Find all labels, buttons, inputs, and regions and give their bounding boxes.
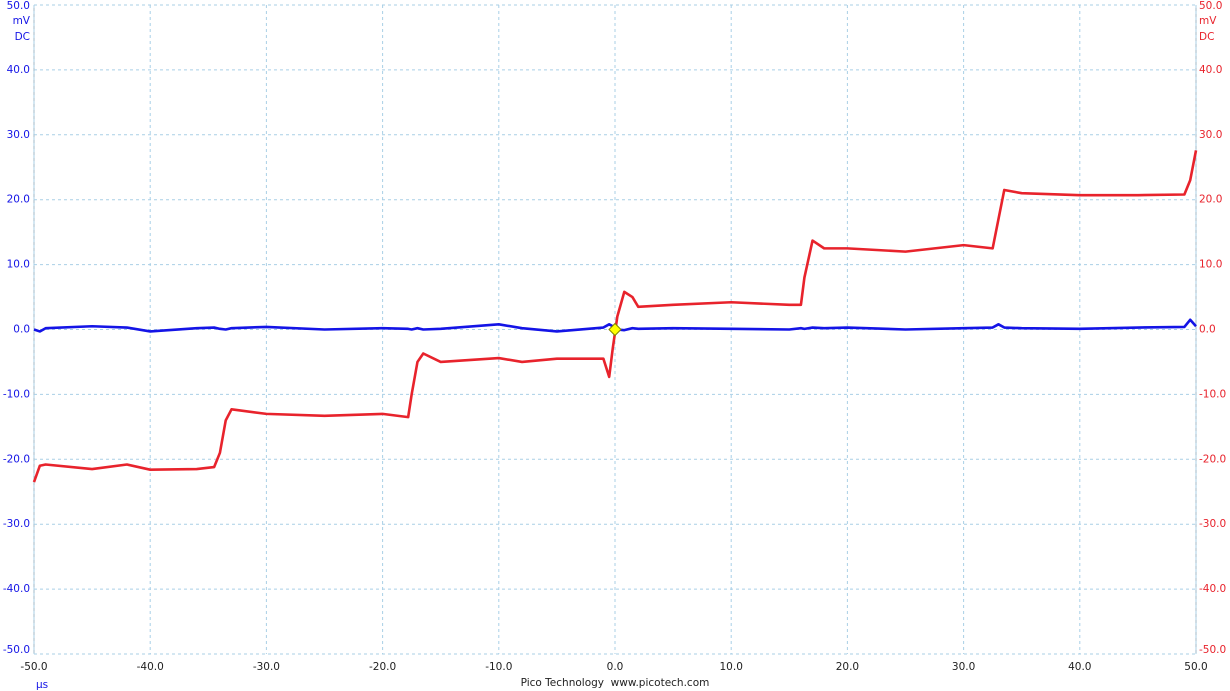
- y-tick-label: 10.0: [7, 259, 30, 271]
- y2-tick-label: -20.0: [1199, 453, 1226, 465]
- x-tick-label: 50.0: [1184, 661, 1207, 673]
- series-line: [33, 318, 1197, 333]
- y2-coupling: DC: [1199, 31, 1214, 43]
- x-tick-label: 10.0: [720, 661, 743, 673]
- y-tick-label: 30.0: [7, 129, 30, 141]
- y-tick-label: 20.0: [7, 194, 30, 206]
- y-tick-label: -20.0: [3, 453, 30, 465]
- x-tick-label: -30.0: [253, 661, 280, 673]
- series-line: [32, 150, 1198, 483]
- x-tick-label: 0.0: [607, 661, 624, 673]
- x-unit: µs: [36, 679, 48, 691]
- trigger-marker: [608, 322, 622, 337]
- y2-tick-label: 50.0: [1199, 0, 1222, 12]
- y2-tick-label: -40.0: [1199, 583, 1226, 595]
- y-tick-label: 40.0: [7, 64, 30, 76]
- x-tick-label: -10.0: [485, 661, 512, 673]
- y-tick-label: -10.0: [3, 388, 30, 400]
- x-tick-label: -40.0: [137, 661, 164, 673]
- x-tick-label: 30.0: [952, 661, 975, 673]
- x-tick-label: -50.0: [20, 661, 47, 673]
- y-tick-label: 50.0: [7, 0, 30, 12]
- y2-tick-label: 30.0: [1199, 129, 1222, 141]
- y2-tick-label: -30.0: [1199, 518, 1226, 530]
- y-tick-label: -50.0: [3, 644, 30, 656]
- x-tick-label: -20.0: [369, 661, 396, 673]
- y-tick-label: -40.0: [3, 583, 30, 595]
- y-tick-label: 0.0: [13, 324, 30, 336]
- y2-tick-label: 40.0: [1199, 64, 1222, 76]
- y2-tick-label: 10.0: [1199, 259, 1222, 271]
- y2-tick-label: 20.0: [1199, 194, 1222, 206]
- y-coupling: DC: [15, 31, 30, 43]
- y2-tick-label: -50.0: [1199, 644, 1226, 656]
- y-unit: mV: [13, 15, 31, 27]
- y2-tick-label: 0.0: [1199, 324, 1216, 336]
- y-tick-label: -30.0: [3, 518, 30, 530]
- y2-unit: mV: [1199, 15, 1217, 27]
- x-tick-label: 40.0: [1068, 661, 1091, 673]
- y2-tick-label: -10.0: [1199, 388, 1226, 400]
- x-tick-label: 20.0: [836, 661, 859, 673]
- footer: Pico Technology www.picotech.com: [521, 677, 710, 689]
